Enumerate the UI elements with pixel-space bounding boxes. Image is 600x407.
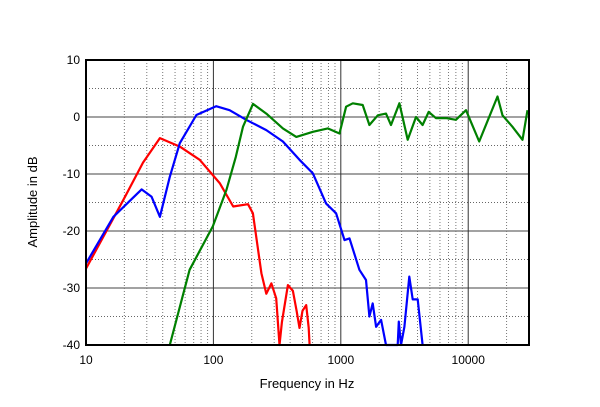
x-tick-label: 10000 [452,353,486,367]
plot-frame [85,59,530,346]
series-line-red [85,137,311,347]
y-tick-label: 0 [73,110,80,124]
y-axis-title: Amplitude in dB [25,156,40,247]
x-tick-label: 1000 [327,353,354,367]
x-axis-title: Frequency in Hz [260,376,355,391]
y-tick-label: -30 [63,281,81,295]
grid [85,59,530,346]
x-tick-label: 10 [79,353,93,367]
series-line-blue [85,105,424,347]
x-tick-label: 100 [203,353,223,367]
series-line-green [168,95,529,346]
y-tick-label: 10 [67,53,81,67]
y-tick-label: -20 [63,224,81,238]
series-lines [85,95,529,347]
y-tick-label: -40 [63,338,81,352]
y-tick-label: -10 [63,167,81,181]
